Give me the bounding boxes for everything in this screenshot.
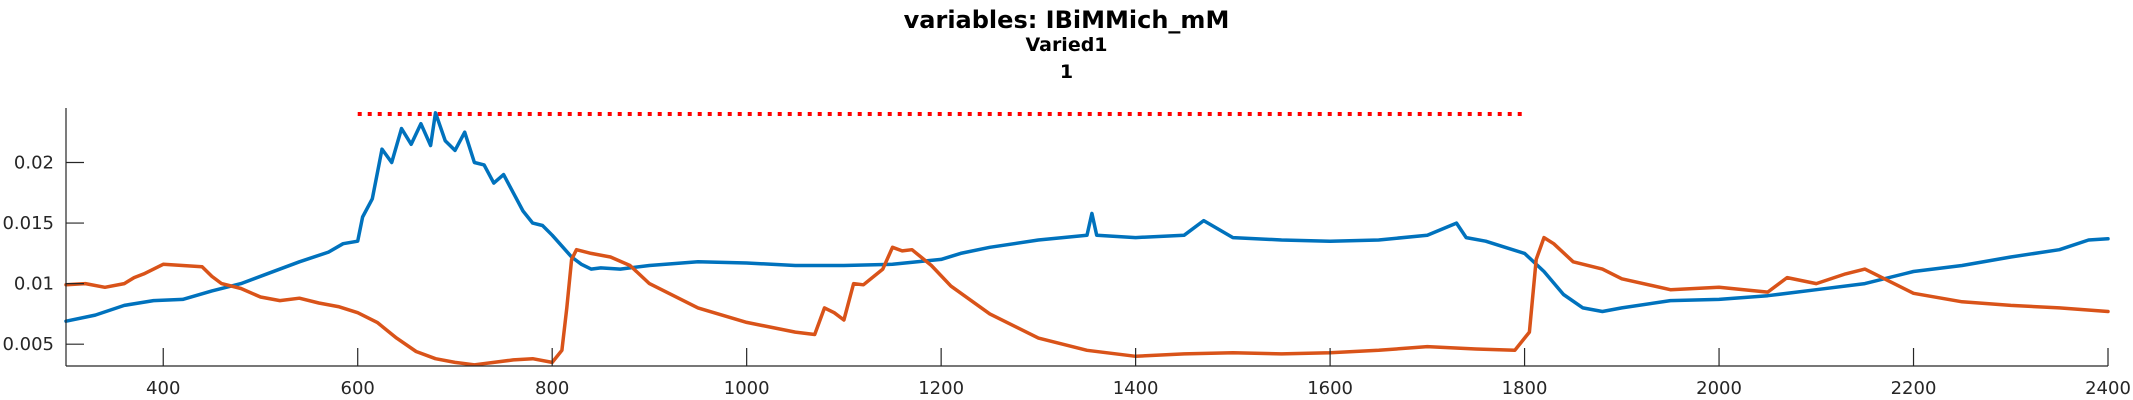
- series-layer: [64, 111, 2110, 367]
- series-line-1: [64, 111, 2110, 323]
- x-tick-label: 2200: [1891, 378, 1937, 399]
- y-tick-label: 0.02: [14, 153, 54, 174]
- x-tick-label: 1200: [918, 378, 964, 399]
- x-tick-label: 800: [535, 378, 569, 399]
- x-tick-label: 600: [341, 378, 375, 399]
- x-tick-label: 2400: [2085, 378, 2131, 399]
- x-tick-label: 1600: [1307, 378, 1353, 399]
- x-tick-label: 1800: [1502, 378, 1548, 399]
- series-line-2: [64, 235, 2110, 367]
- x-tick-label: 400: [146, 378, 180, 399]
- y-tick-label: 0.005: [2, 334, 54, 355]
- x-tick-label: 2000: [1696, 378, 1742, 399]
- chart-subtitle-1: Varied1: [1025, 34, 1108, 56]
- axes-layer: 400 600 800 1000 1200 1400 1600 1800 2000 2200 240…: [2, 108, 2131, 399]
- y-tick-label: 0.015: [2, 213, 54, 234]
- chart-title: variables: IBiMMich_mM: [903, 6, 1230, 34]
- y-tick-label: 0.01: [14, 274, 54, 295]
- chart-subtitle-2: 1: [1059, 61, 1074, 83]
- x-tick-label: 1400: [1113, 378, 1159, 399]
- x-tick-label: 1000: [724, 378, 770, 399]
